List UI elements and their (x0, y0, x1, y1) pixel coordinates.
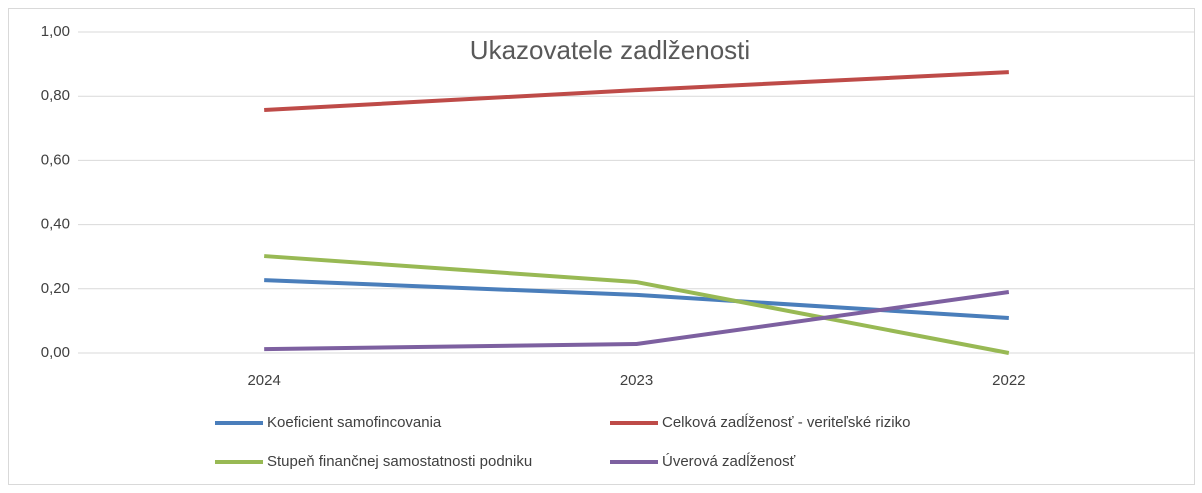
legend-label: Celková zadĺženosť - veriteľské riziko (662, 413, 910, 431)
y-tick-label: 0,80 (41, 87, 70, 104)
y-tick-label: 0,00 (41, 344, 70, 361)
y-tick-label: 0,40 (41, 216, 70, 233)
y-tick-label: 0,20 (41, 280, 70, 297)
series-line (264, 290, 1010, 352)
x-tick-label: 2024 (247, 372, 280, 389)
x-tick-label: 2023 (620, 372, 653, 389)
x-tick-label: 2022 (992, 372, 1025, 389)
series-line (264, 70, 1009, 113)
legend-label: Stupeň finančnej samostatnosti podniku (267, 453, 532, 470)
y-tick-label: 0,60 (41, 151, 70, 168)
chart-title: Ukazovatele zadlženosti (470, 35, 750, 65)
series-line (264, 254, 1010, 355)
chart-border (8, 8, 1195, 485)
legend-label: Úverová zadĺženosť (662, 452, 796, 470)
legend-label: Koeficient samofincovania (267, 414, 442, 431)
y-tick-label: 1,00 (41, 23, 70, 40)
